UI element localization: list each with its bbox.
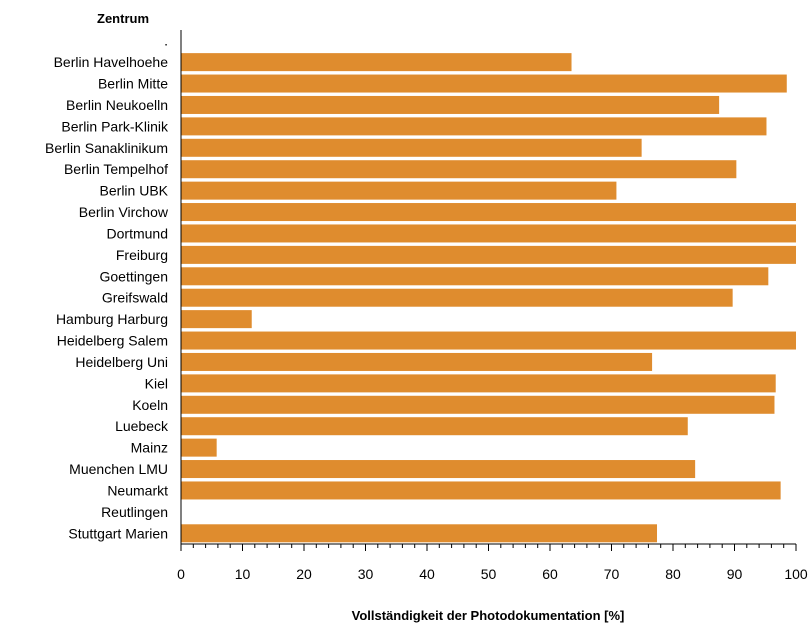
x-tick-label-2: 20 — [296, 566, 312, 582]
bar-10 — [181, 245, 796, 264]
x-tick-label-8: 80 — [665, 566, 681, 582]
category-label-21: Neumarkt — [107, 482, 168, 498]
bar-18 — [181, 417, 688, 436]
category-label-0: . — [164, 33, 168, 49]
category-label-5: Berlin Sanaklinikum — [45, 140, 168, 156]
x-tick-label-6: 60 — [542, 566, 558, 582]
category-label-8: Berlin Virchow — [79, 204, 169, 220]
category-label-1: Berlin Havelhoehe — [54, 54, 169, 70]
category-axis-header: Zentrum — [97, 11, 149, 26]
category-label-23: Stuttgart Marien — [68, 525, 168, 541]
bar-23 — [181, 524, 658, 543]
x-axis-title: Vollständigkeit der Photodokumentation [… — [352, 608, 625, 623]
category-label-16: Kiel — [145, 375, 168, 391]
category-label-22: Reutlingen — [101, 504, 168, 520]
category-label-12: Greifswald — [102, 290, 168, 306]
category-label-6: Berlin Tempelhof — [64, 161, 168, 177]
bars-group — [181, 53, 796, 543]
x-axis-ticks — [180, 544, 797, 551]
category-label-19: Mainz — [131, 440, 168, 456]
bar-16 — [181, 374, 776, 393]
category-label-14: Heidelberg Salem — [57, 333, 168, 349]
bar-12 — [181, 288, 733, 307]
bar-15 — [181, 352, 653, 371]
x-tick-label-0: 0 — [177, 566, 185, 582]
bar-6 — [181, 160, 737, 179]
x-axis-tick-labels: 0 10 20 30 40 50 60 70 80 90 100 — [177, 566, 808, 582]
x-tick-label-9: 90 — [727, 566, 743, 582]
category-label-13: Hamburg Harburg — [56, 311, 168, 327]
x-tick-label-4: 40 — [419, 566, 435, 582]
bar-20 — [181, 460, 696, 479]
category-label-7: Berlin UBK — [100, 183, 169, 199]
bar-13 — [181, 310, 252, 329]
category-label-3: Berlin Neukoelln — [66, 97, 168, 113]
x-tick-label-5: 50 — [481, 566, 497, 582]
category-label-15: Heidelberg Uni — [75, 354, 168, 370]
bar-14 — [181, 331, 796, 350]
bar-4 — [181, 117, 767, 136]
x-tick-label-7: 70 — [604, 566, 620, 582]
category-label-17: Koeln — [132, 397, 168, 413]
x-tick-label-10: 100 — [784, 566, 808, 582]
bar-9 — [181, 224, 796, 243]
x-tick-label-1: 10 — [235, 566, 251, 582]
category-label-4: Berlin Park-Klinik — [61, 118, 169, 134]
bar-11 — [181, 267, 769, 286]
bar-7 — [181, 181, 617, 200]
category-label-11: Goettingen — [100, 268, 169, 284]
category-label-18: Luebeck — [115, 418, 169, 434]
category-label-2: Berlin Mitte — [98, 76, 168, 92]
category-label-10: Freiburg — [116, 247, 168, 263]
x-tick-label-3: 30 — [358, 566, 374, 582]
bar-17 — [181, 395, 775, 414]
bar-21 — [181, 481, 781, 500]
bar-8 — [181, 203, 796, 222]
bar-1 — [181, 53, 572, 72]
category-labels: . Berlin Havelhoehe Berlin Mitte Berlin Neu… — [45, 33, 169, 542]
bar-19 — [181, 438, 217, 457]
category-label-20: Muenchen LMU — [69, 461, 168, 477]
bar-3 — [181, 95, 720, 114]
category-label-9: Dortmund — [107, 225, 168, 241]
bar-5 — [181, 138, 642, 157]
bar-2 — [181, 74, 787, 93]
